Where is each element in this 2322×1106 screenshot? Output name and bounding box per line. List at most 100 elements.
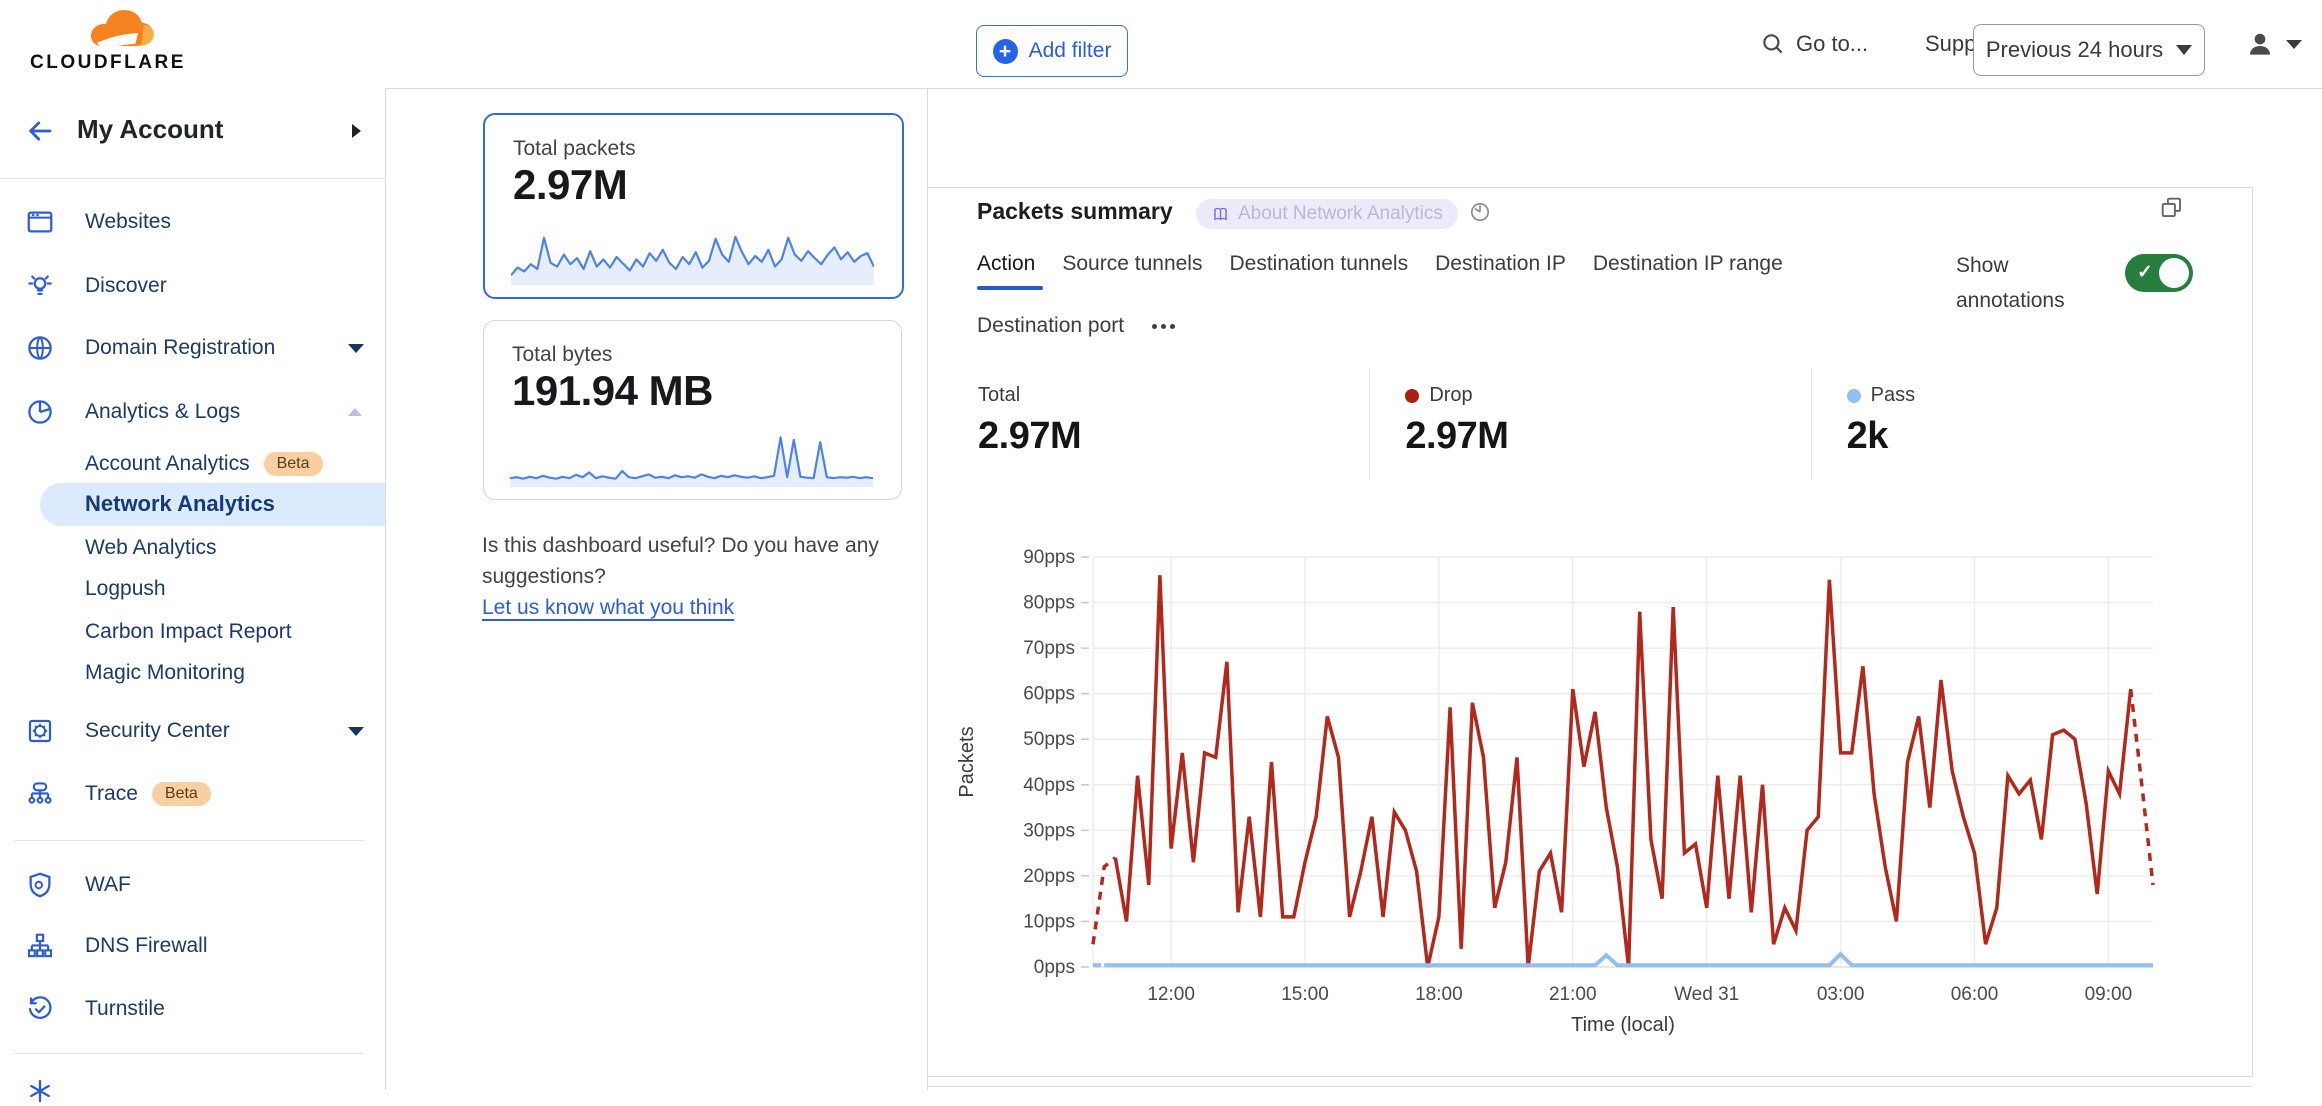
cloudflare-cloud-icon (91, 10, 154, 49)
tab-source-tunnels[interactable]: Source tunnels (1062, 252, 1203, 275)
pie-timer-icon[interactable] (1468, 200, 1492, 224)
sidebar-item-dns-firewall[interactable]: DNS Firewall (0, 923, 385, 969)
svg-text:12:00: 12:00 (1147, 984, 1195, 1005)
expand-panel-icon[interactable] (2158, 194, 2185, 221)
sidebar-item-label: Carbon Impact Report (85, 620, 292, 643)
svg-text:18:00: 18:00 (1415, 984, 1463, 1005)
feedback-question-line2: suggestions? (482, 565, 606, 588)
sidebar-item-label: Magic Monitoring (85, 661, 245, 684)
sidebar-item-trace[interactable]: Trace Beta (0, 771, 385, 817)
sidebar-item-logpush[interactable]: Logpush (0, 566, 385, 612)
total-bytes-label: Total bytes (512, 343, 613, 366)
svg-text:03:00: 03:00 (1817, 984, 1865, 1005)
chevron-right-icon[interactable] (352, 124, 361, 138)
sidebar-item-discover[interactable]: Discover (0, 263, 385, 309)
stat-total-value: 2.97M (978, 415, 1082, 457)
total-packets-sparkline (511, 235, 874, 285)
svg-text:50pps: 50pps (1023, 729, 1075, 750)
feedback-question-line1: Is this dashboard useful? Do you have an… (482, 534, 879, 557)
sidebar-item-label: Analytics & Logs (85, 400, 241, 423)
more-tabs-icon[interactable] (1152, 323, 1176, 329)
sidebar-item-label: Trace (85, 782, 138, 805)
svg-text:Wed 31: Wed 31 (1674, 984, 1739, 1005)
active-tab-underline (977, 286, 1043, 290)
tab-destination-ip-range[interactable]: Destination IP range (1592, 252, 1783, 275)
pass-legend-dot (1846, 388, 1861, 403)
svg-text:06:00: 06:00 (1951, 984, 1999, 1005)
sidebar-item-analytics-logs[interactable]: Analytics & Logs (0, 389, 385, 435)
show-annotations-toggle[interactable]: ✓ (2125, 254, 2193, 292)
total-packets-value: 2.97M (513, 161, 628, 208)
sidebar-item-websites[interactable]: Websites (0, 199, 385, 245)
sidebar-item-domain-registration[interactable]: Domain Registration (0, 325, 385, 371)
chevron-down-icon[interactable] (348, 343, 364, 353)
search-icon (1763, 34, 1783, 54)
stat-total-label: Total (978, 384, 1021, 406)
svg-text:0pps: 0pps (1034, 957, 1075, 978)
total-bytes-sparkline (510, 436, 873, 487)
svg-text:80pps: 80pps (1023, 593, 1075, 614)
cloudflare-logo[interactable]: CLOUDFLARE (15, 4, 185, 84)
account-menu[interactable] (2244, 0, 2302, 88)
top-header: CLOUDFLARE Go to... Support English (0, 0, 2322, 89)
trace-flow-icon (28, 782, 52, 804)
svg-text:90pps: 90pps (1023, 547, 1075, 568)
sidebar-item-waf[interactable]: WAF (0, 862, 385, 908)
account-title[interactable]: My Account (77, 114, 224, 144)
add-filter-button[interactable]: + Add filter (976, 25, 1128, 77)
stat-total: Total 2.97M (928, 368, 1369, 480)
svg-text:09:00: 09:00 (2085, 984, 2133, 1005)
user-icon (2250, 33, 2270, 55)
chevron-up-icon[interactable] (348, 408, 362, 416)
refresh-check-icon (28, 996, 52, 1019)
stat-pass-label: Pass (1870, 384, 1916, 406)
stat-pass[interactable]: Pass 2k (1810, 368, 2252, 480)
content-divider (927, 88, 928, 1090)
sidebar-item-label: Discover (85, 274, 167, 297)
sidebar-item-turnstile[interactable]: Turnstile (0, 986, 385, 1032)
back-arrow-icon[interactable] (25, 116, 55, 146)
tab-destination-ip[interactable]: Destination IP (1435, 252, 1566, 275)
feedback-link[interactable]: Let us know what you think (482, 596, 735, 619)
check-icon: ✓ (2137, 262, 2153, 283)
shield-gear-icon (29, 872, 51, 898)
sidebar-item-label: Domain Registration (85, 336, 276, 359)
stat-drop[interactable]: Drop 2.97M (1369, 368, 1810, 480)
sidebar-item-web-analytics[interactable]: Web Analytics (0, 525, 385, 571)
chevron-down-icon[interactable] (348, 726, 364, 736)
time-range-dropdown[interactable]: Previous 24 hours (1973, 24, 2205, 76)
tab-destination-port[interactable]: Destination port (977, 314, 1125, 337)
sidebar-item-carbon-impact-report[interactable]: Carbon Impact Report (0, 609, 385, 655)
feedback-block: Is this dashboard useful? Do you have an… (482, 530, 912, 623)
packets-summary-tabs-row2: Destination port (977, 314, 1176, 338)
chevron-down-icon (2176, 45, 2193, 55)
ip-addresses-icon[interactable] (25, 1076, 55, 1106)
total-bytes-value: 191.94 MB (512, 367, 713, 414)
sidebar-item-security-center[interactable]: Security Center (0, 708, 385, 754)
total-packets-card[interactable]: Total packets 2.97M (483, 113, 904, 299)
browser-window-icon (27, 211, 53, 233)
tab-action[interactable]: Action (977, 252, 1036, 275)
globe-icon (28, 336, 52, 360)
dns-tree-icon (27, 933, 53, 958)
svg-text:70pps: 70pps (1023, 638, 1075, 659)
about-network-analytics-badge[interactable]: About Network Analytics (1196, 199, 1458, 229)
beta-badge: Beta (151, 782, 211, 806)
packets-summary-tabs: Action Source tunnels Destination tunnel… (977, 252, 1783, 276)
sidebar-item-label: Security Center (85, 719, 230, 742)
packets-time-series-chart[interactable]: 0pps 10pps 20pps 30pps 40pps 50pps 60pps 70pps 8… (928, 545, 2158, 1040)
svg-text:15:00: 15:00 (1281, 984, 1329, 1005)
sidebar-item-network-analytics[interactable]: Network Analytics (40, 483, 385, 526)
lightbulb-icon (28, 275, 52, 295)
cloudflare-wordmark: CLOUDFLARE (30, 52, 186, 73)
sidebar-item-magic-monitoring[interactable]: Magic Monitoring (0, 650, 385, 696)
sidebar-item-account-analytics[interactable]: Account Analytics Beta (0, 441, 385, 487)
toggle-knob (2159, 258, 2189, 288)
goto-label: Go to... (1796, 31, 1869, 56)
goto-search[interactable]: Go to... (1760, 0, 1868, 88)
beta-badge: Beta (263, 452, 323, 476)
safe-icon (28, 719, 52, 743)
total-bytes-card[interactable]: Total bytes 191.94 MB (483, 320, 902, 500)
tab-destination-tunnels[interactable]: Destination tunnels (1229, 252, 1409, 275)
total-packets-label: Total packets (513, 137, 636, 160)
